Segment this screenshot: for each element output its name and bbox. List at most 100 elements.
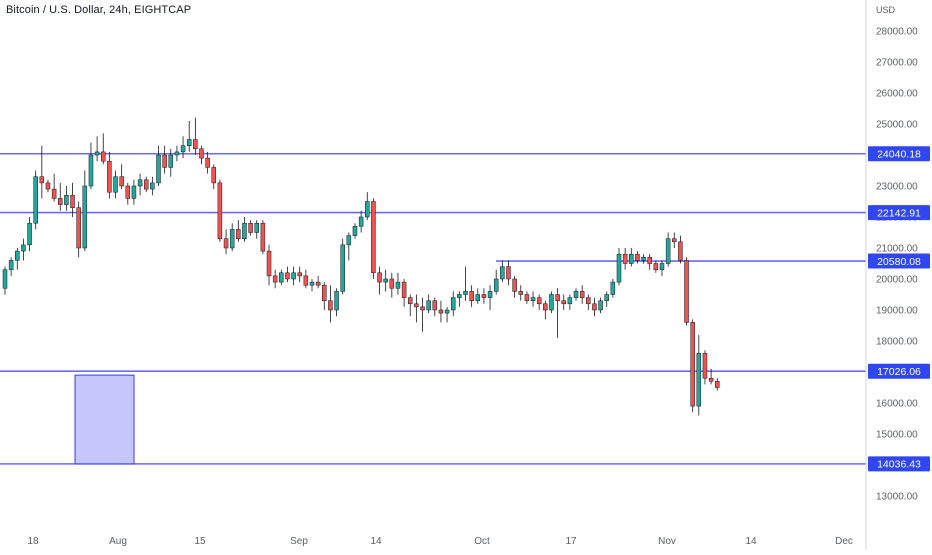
candle-down (100, 133, 106, 165)
price-tick-label: 20000.00 (876, 275, 918, 286)
candle-up (88, 142, 94, 190)
candle-up (573, 288, 579, 301)
time-tick-label: Oct (474, 536, 490, 547)
candle-body (678, 241, 683, 261)
candle-down (684, 257, 689, 326)
candle-body (70, 195, 75, 208)
candle-down (592, 297, 597, 317)
price-tick-label: 18000.00 (876, 337, 918, 348)
candle-down (714, 378, 720, 391)
candle-body (530, 297, 536, 301)
candle-body (100, 151, 106, 162)
time-tick-label: 14 (745, 536, 757, 547)
time-tick-label: Nov (658, 536, 676, 547)
candle-down (211, 164, 217, 190)
candle-down (432, 297, 438, 317)
candle-body (186, 139, 192, 146)
candle-body (279, 272, 284, 283)
candle-body (199, 148, 204, 159)
candle-down (647, 254, 652, 270)
candle-down (199, 145, 204, 165)
level-label: 24040.18 (877, 149, 921, 161)
candle-down (555, 288, 560, 338)
level-label-bg (868, 146, 930, 162)
candle-up (291, 266, 296, 286)
candle-down (536, 294, 542, 310)
candle-down (39, 145, 45, 199)
level-label: 14036.43 (877, 459, 921, 471)
candle-down (401, 279, 407, 307)
candle-up (426, 294, 431, 314)
candle-body (573, 291, 579, 298)
candle-body (426, 300, 431, 311)
candle-body (592, 303, 597, 311)
candle-body (285, 272, 290, 280)
time-axis[interactable]: 18 Aug 15 Sep 14 Oct 17 Nov 14 Dec (27, 536, 852, 547)
candle-up (334, 288, 339, 317)
candle-body (549, 294, 554, 311)
candle-body (555, 294, 560, 301)
candle-up (21, 238, 26, 261)
time-tick-label: Sep (290, 536, 308, 547)
level-label-bg (868, 456, 930, 472)
candle-body (457, 294, 462, 298)
candle-body (641, 257, 646, 261)
candle-body (358, 216, 364, 227)
candle-body (371, 201, 376, 274)
candle-body (518, 291, 524, 295)
candle-up (629, 248, 634, 267)
candle-up (616, 248, 622, 286)
price-tick-label: 19000.00 (876, 306, 918, 317)
candle-down (579, 285, 585, 304)
candle-up (493, 269, 499, 295)
candle-body (328, 300, 333, 311)
candle-body (125, 185, 131, 199)
candle-body (162, 154, 167, 168)
level-labels: 24040.18 22142.91 20580.08 17026.06 14036.43 (868, 146, 930, 472)
candle-body (377, 272, 382, 283)
candle-body (469, 291, 474, 301)
candle-down (469, 285, 474, 307)
zone-box-layer (74, 374, 135, 465)
candle-down (635, 251, 640, 264)
level-label-bg (868, 253, 930, 269)
time-tick-label: 17 (565, 536, 577, 547)
candle-up (150, 176, 155, 196)
candle-up (665, 232, 671, 267)
candle-body (616, 253, 622, 283)
candle-body (174, 151, 180, 156)
candle-up (174, 145, 180, 162)
candle-body (88, 154, 94, 187)
candle-body (64, 195, 69, 205)
candle-down (561, 294, 566, 310)
candle-up (113, 170, 118, 199)
candle-down (70, 182, 75, 217)
candle-up (610, 279, 616, 298)
level-label: 20580.08 (877, 256, 921, 268)
candle-down (524, 291, 530, 304)
candle-body (672, 238, 677, 243)
candle-body (340, 244, 345, 292)
candle-body (82, 185, 88, 249)
level-label-bg (868, 205, 930, 221)
candle-body (432, 300, 438, 311)
candle-body (303, 275, 309, 286)
candle-body (702, 353, 708, 379)
candle-body (119, 176, 124, 187)
candle-down (143, 176, 149, 193)
candle-down (193, 117, 198, 155)
candle-body (15, 250, 20, 261)
candle-down (328, 285, 333, 323)
candle-body (598, 300, 603, 311)
candle-body (168, 154, 174, 168)
candle-body (493, 278, 499, 292)
candle-body (512, 278, 517, 292)
candle-body (665, 238, 671, 264)
candle-up (186, 120, 192, 152)
candle-body (653, 263, 659, 270)
candle-up (500, 260, 505, 283)
price-tick-label: 16000.00 (876, 399, 918, 410)
zone-box[interactable] (74, 374, 135, 465)
candle-body (463, 291, 468, 295)
